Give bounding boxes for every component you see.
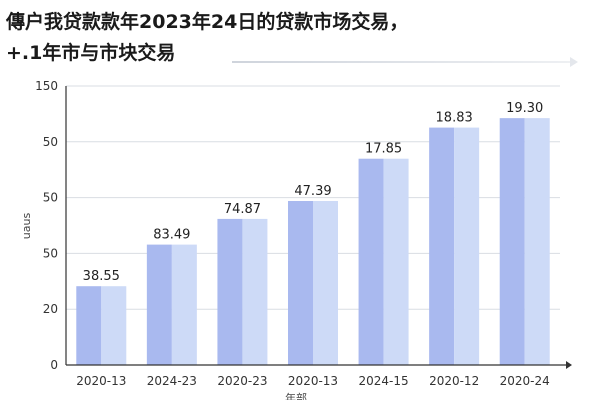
bar <box>76 286 102 365</box>
bar-highlight <box>524 118 550 365</box>
bar-highlight <box>313 200 338 365</box>
bar-value-label: 83.49 <box>153 228 190 243</box>
y-tick-label: 20 <box>43 302 58 316</box>
y-tick-label: 150 <box>35 79 58 93</box>
bar-highlight <box>383 158 409 365</box>
x-tick-label: 2020-24 <box>500 374 550 388</box>
x-tick-label: 2024-23 <box>147 374 197 388</box>
bar-highlight <box>454 127 480 365</box>
labels: 0 20 50 50 50 150 uaus 年部 38.55 2020-13 83.49 2024-… <box>20 79 550 400</box>
y-tick-label: 50 <box>43 191 58 205</box>
y-axis-title: uaus <box>20 213 33 240</box>
x-tick-label: 2020-13 <box>288 374 338 388</box>
bar-highlight <box>101 286 127 365</box>
x-tick-label: 2020-23 <box>217 374 267 388</box>
x-tick-label: 2024-15 <box>359 374 409 388</box>
bar-value-label: 19.30 <box>506 101 543 116</box>
bar <box>499 118 525 365</box>
x-axis-arrow-icon <box>566 361 572 369</box>
bar-value-label: 47.39 <box>294 184 331 199</box>
bar <box>429 127 455 365</box>
bars <box>76 118 550 365</box>
y-tick-label: 0 <box>50 358 58 372</box>
bar <box>288 200 313 365</box>
bar-value-label: 38.55 <box>83 269 120 284</box>
bar <box>217 218 243 365</box>
x-tick-label: 2020-12 <box>429 374 479 388</box>
bar-value-label: 18.83 <box>436 111 473 126</box>
axes <box>65 86 572 369</box>
y-tick-label: 50 <box>43 246 58 260</box>
title-underline <box>232 61 574 63</box>
chart-title-line-2: +.1年市与市块交易 <box>6 42 176 64</box>
y-tick-label: 50 <box>43 135 58 149</box>
bar-highlight <box>242 218 268 365</box>
bar <box>146 244 172 365</box>
x-tick-label: 2020-13 <box>76 374 126 388</box>
bar-value-label: 17.85 <box>365 142 402 157</box>
bar-highlight <box>171 244 197 365</box>
x-axis-title: 年部 <box>285 391 307 400</box>
chart-title-line-1: 傳户我贷款款年2023年24日的贷款市场交易， <box>6 11 409 33</box>
bar <box>358 158 384 365</box>
bar-value-label: 74.87 <box>224 202 261 217</box>
title-arrow-icon <box>570 57 578 67</box>
